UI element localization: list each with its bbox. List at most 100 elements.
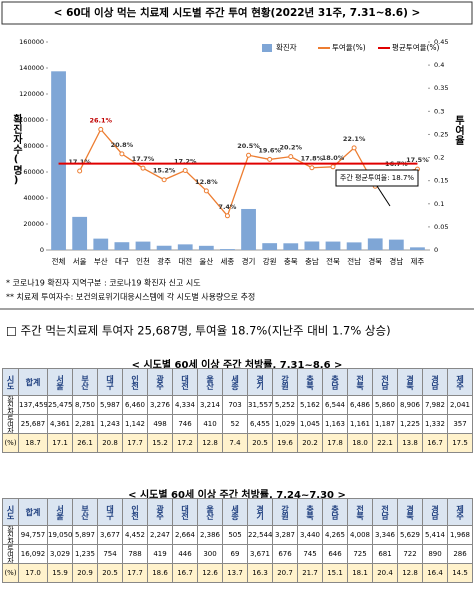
y2-tick-label: 0.4 <box>434 61 444 69</box>
table-cell: 419 <box>147 544 173 564</box>
bar <box>93 238 109 250</box>
table-cell: 745 <box>297 544 323 564</box>
table-cell: 2,041 <box>447 395 473 415</box>
y2-tick-label: 0.3 <box>434 107 444 115</box>
table-cell: 722 <box>397 544 423 564</box>
table-cell: 703 <box>222 395 248 415</box>
table-cell: 18.0 <box>347 433 373 453</box>
table-cell: 경남 <box>422 498 448 526</box>
data-label: 15.2% <box>153 167 176 175</box>
marker <box>140 165 146 171</box>
table-cell: 8,750 <box>72 395 98 415</box>
table-cell: 충남 <box>322 368 348 396</box>
table-cell: 2,281 <box>72 414 98 434</box>
note: * 코로나19 확진자 지역구분 : 코로나19 확진자 신고 시도 <box>6 278 201 288</box>
table-cell: 12.8 <box>397 563 423 583</box>
table-cell: 18.7 <box>18 433 48 453</box>
table-cell: 부산 <box>72 368 98 396</box>
bar <box>220 249 235 250</box>
marker <box>246 152 252 158</box>
table-cell: 3,671 <box>247 544 273 564</box>
table-cell: 26.1 <box>72 433 98 453</box>
table-cell: 357 <box>447 414 473 434</box>
marker <box>182 167 188 173</box>
data-label: 17.8% <box>301 155 324 163</box>
data-label: 22.1% <box>343 135 366 143</box>
marker <box>351 145 357 151</box>
table-cell: 1,187 <box>372 414 398 434</box>
table-cell: 13.7 <box>222 563 248 583</box>
y2-tick-label: 0.45 <box>434 38 448 46</box>
table-cell: 22.1 <box>372 433 398 453</box>
table-cell: 충북 <box>297 498 323 526</box>
table-cell: 286 <box>447 544 473 564</box>
table-cell: 17.5 <box>447 433 473 453</box>
data-label: 17.2% <box>174 157 197 165</box>
table-cell: 3,287 <box>272 525 298 545</box>
table-cell: 확진자 <box>2 395 19 415</box>
y-tick-label: 140000 <box>19 64 44 72</box>
table-cell: 대전 <box>172 368 198 396</box>
table-cell: 69 <box>222 544 248 564</box>
bar <box>367 238 383 250</box>
table: 시도 합계 서울 부산 대구 인천 광주 대전 울산 세종 경기 강원 충북 충남 전북 전남 경북 경남 제주 확진… <box>2 368 473 453</box>
table-cell: 6,544 <box>322 395 348 415</box>
table-cell: 505 <box>222 525 248 545</box>
table-cell: 410 <box>197 414 223 434</box>
table-cell: 5,414 <box>422 525 448 545</box>
table-cell: 16.3 <box>247 563 273 583</box>
table-cell: 확진자 <box>2 525 19 545</box>
table-cell: 서울 <box>47 368 73 396</box>
y-tick-label: 20000 <box>23 220 44 228</box>
table-cell: 725 <box>347 544 373 564</box>
table-cell: 5,897 <box>72 525 98 545</box>
x-tick-label: 울산 <box>199 256 213 266</box>
table-cell: 12.6 <box>197 563 223 583</box>
table-cell: 746 <box>172 414 198 434</box>
y-tick-label: 160000 <box>19 38 44 46</box>
marker <box>309 165 315 171</box>
table-cell: 2,386 <box>197 525 223 545</box>
table-cell: 20.2 <box>297 433 323 453</box>
y-tick-label: 120000 <box>19 90 44 98</box>
y-axis-label: 확진자수(명) <box>11 113 23 186</box>
table-cell: 5,860 <box>372 395 398 415</box>
x-tick-label: 인천 <box>136 256 150 266</box>
data-label: 19.6% <box>258 146 281 154</box>
table-cell: 3,346 <box>372 525 398 545</box>
bar <box>410 247 425 250</box>
table-cell: 4,334 <box>172 395 198 415</box>
y-tick-label: 80000 <box>23 142 44 150</box>
data-label: 7.4% <box>218 203 237 211</box>
bar <box>325 241 341 250</box>
table-cell: 25,475 <box>47 395 73 415</box>
table-cell: 부산 <box>72 498 98 526</box>
bar <box>262 243 278 250</box>
table-cell: 754 <box>97 544 123 564</box>
x-tick-label: 경남 <box>389 256 403 266</box>
table-cell: 세종 <box>222 498 248 526</box>
table-cell: 17.1 <box>47 433 73 453</box>
x-tick-label: 전북 <box>326 256 340 266</box>
page-title: < 60대 이상 먹는 치료제 시도별 주간 투여 현황(2022년 31주, … <box>54 6 421 19</box>
y2-tick-label: 0.35 <box>434 84 448 92</box>
legend-label: 평균투여율(%) <box>392 42 440 52</box>
marker <box>119 151 125 157</box>
marker <box>224 213 230 219</box>
note: ** 치료제 투여자수: 보건의료위기대응시스템에 각 시도별 사용량으로 추정 <box>6 292 255 302</box>
bar <box>51 71 66 250</box>
table-cell: 3,214 <box>197 395 223 415</box>
table-cell: 5,252 <box>272 395 298 415</box>
table-cell: 12.8 <box>197 433 223 453</box>
summary: □ 주간 먹는치료제 투여자 25,687명, 투여율 18.7%(지난주 대비… <box>6 324 391 338</box>
data-label: 12.8% <box>195 178 218 186</box>
bar <box>346 242 362 250</box>
x-tick-label: 충북 <box>284 257 298 266</box>
table-cell: 15.1 <box>322 563 348 583</box>
table-cell: 1,029 <box>272 414 298 434</box>
table-cell: 7.4 <box>222 433 248 453</box>
data-label: 26.1% <box>89 116 112 124</box>
table-cell: 3,440 <box>297 525 323 545</box>
table-cell: 20.8 <box>97 433 123 453</box>
